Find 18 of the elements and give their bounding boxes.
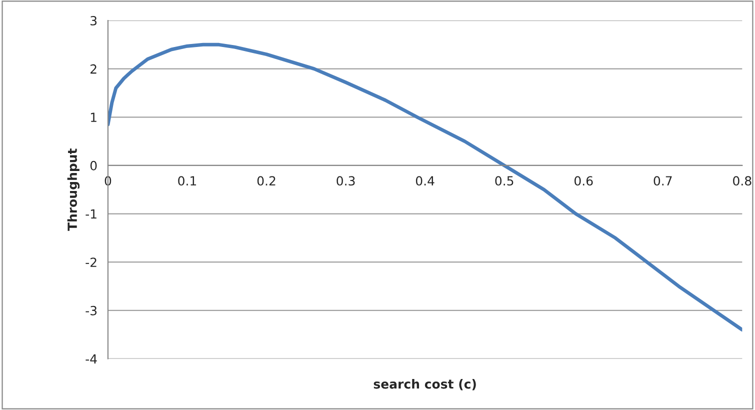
y-tick-label: 0 xyxy=(90,160,97,170)
x-tick-label: 0.7 xyxy=(654,176,672,186)
x-tick-label: 0.1 xyxy=(178,176,196,186)
x-tick-label: 0.2 xyxy=(257,176,276,186)
y-tick-label: -4 xyxy=(86,354,97,364)
y-tick-label: -3 xyxy=(86,306,97,316)
x-tick-label: 0.5 xyxy=(495,176,514,186)
x-tick-label: 0.3 xyxy=(336,176,355,186)
x-tick-label: 0.6 xyxy=(574,176,593,186)
x-tick-label: 0.8 xyxy=(733,176,752,186)
x-tick-label: 0.4 xyxy=(416,176,434,186)
y-tick-label: 1 xyxy=(90,112,96,122)
x-axis-title: search cost (c) xyxy=(374,379,476,390)
y-tick-label: -1 xyxy=(86,209,96,219)
y-axis-title: Throughput xyxy=(67,148,80,231)
y-tick-label: 2 xyxy=(90,64,96,74)
y-tick-label: 3 xyxy=(90,16,97,26)
y-tick-label: -2 xyxy=(86,258,96,267)
